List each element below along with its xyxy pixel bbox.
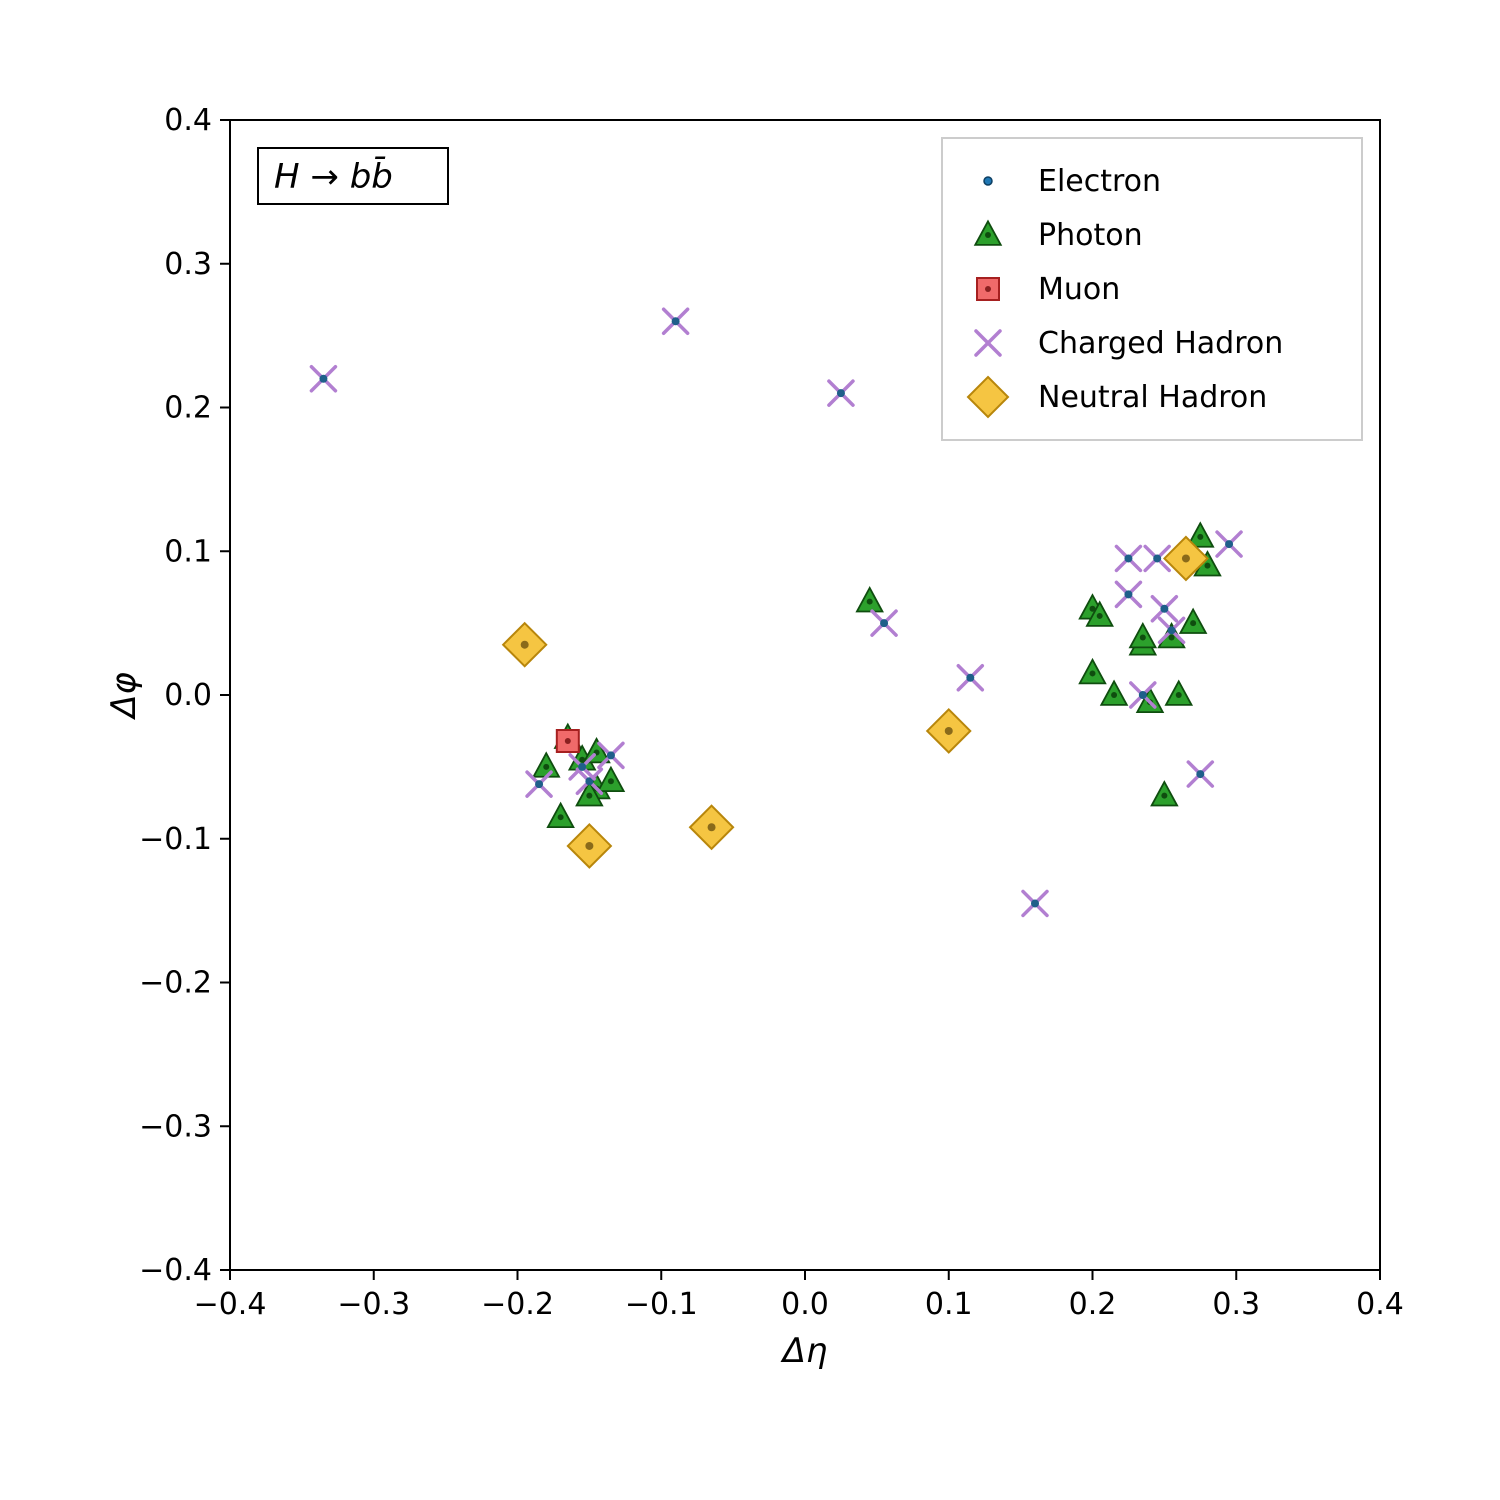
svg-text:−0.1: −0.1 (625, 1287, 698, 1322)
annotation-text: H → bb̄ (274, 156, 393, 197)
legend-item-label: Electron (1038, 164, 1161, 199)
legend-item-label: Photon (1038, 218, 1143, 253)
svg-text:0.0: 0.0 (781, 1287, 829, 1322)
svg-text:0.3: 0.3 (1212, 1287, 1260, 1322)
svg-text:0.0: 0.0 (164, 678, 212, 713)
svg-text:0.2: 0.2 (164, 391, 212, 426)
svg-text:0.3: 0.3 (164, 247, 212, 282)
svg-text:−0.2: −0.2 (481, 1287, 554, 1322)
svg-text:−0.4: −0.4 (139, 1253, 212, 1288)
svg-text:−0.1: −0.1 (139, 822, 212, 857)
legend-item-label: Charged Hadron (1038, 326, 1283, 361)
chart-svg: −0.4 −0.3 −0.2 −0.1 0.0 0.1 0.2 0.3 0.4 −0.4 −0.3 −… (0, 0, 1500, 1500)
svg-text:−0.3: −0.3 (139, 1109, 212, 1144)
legend-item-label: Muon (1038, 272, 1120, 307)
y-axis-label: Δφ (104, 672, 144, 721)
svg-text:0.1: 0.1 (164, 534, 212, 569)
svg-text:−0.2: −0.2 (139, 966, 212, 1001)
svg-text:0.4: 0.4 (164, 103, 212, 138)
svg-text:0.4: 0.4 (1356, 1287, 1404, 1322)
svg-text:0.1: 0.1 (925, 1287, 973, 1322)
svg-text:−0.3: −0.3 (337, 1287, 410, 1322)
svg-text:−0.4: −0.4 (194, 1287, 267, 1322)
scatter-chart: −0.4 −0.3 −0.2 −0.1 0.0 0.1 0.2 0.3 0.4 −0.4 −0.3 −… (0, 0, 1500, 1500)
svg-text:0.2: 0.2 (1069, 1287, 1117, 1322)
x-axis-label: Δη (780, 1331, 828, 1371)
legend-item-label: Neutral Hadron (1038, 380, 1267, 415)
